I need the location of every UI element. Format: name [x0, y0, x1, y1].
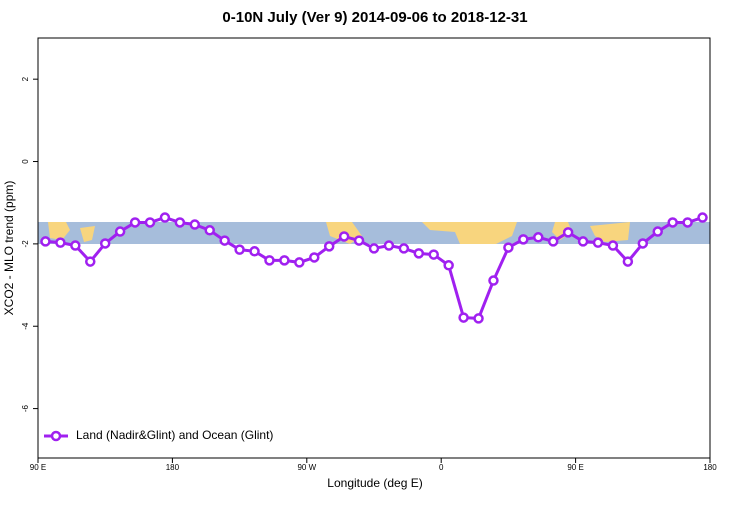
data-point	[607, 240, 619, 251]
data-point	[129, 217, 141, 228]
data-point	[249, 246, 260, 257]
data-point	[592, 237, 604, 248]
data-point	[547, 236, 559, 247]
data-point	[189, 219, 201, 230]
data-point	[264, 255, 275, 266]
data-point	[562, 227, 574, 238]
data-point	[159, 212, 171, 223]
x-tick-label: 90 W	[297, 463, 316, 472]
x-tick-label: 90 E	[30, 463, 46, 472]
data-point	[383, 240, 395, 251]
data-point	[533, 232, 544, 243]
data-point	[443, 260, 454, 271]
land	[80, 226, 95, 242]
y-tick-label: 0	[21, 159, 30, 164]
data-point	[174, 217, 186, 228]
data-point	[309, 252, 320, 263]
legend-marker	[50, 430, 62, 442]
y-axis-label: XCO2 - MLO trend (ppm)	[2, 181, 16, 316]
data-point	[637, 238, 649, 249]
x-tick-label: 180	[166, 463, 180, 472]
data-point	[323, 241, 335, 252]
data-point	[204, 225, 215, 236]
data-point	[338, 231, 350, 242]
data-point	[70, 240, 81, 251]
y-tick-label: 2	[21, 76, 30, 81]
land	[590, 222, 630, 242]
data-point	[697, 212, 708, 223]
data-point	[652, 226, 663, 237]
data-point	[413, 248, 425, 259]
data-point	[518, 234, 529, 245]
data-point	[458, 312, 469, 323]
data-point	[99, 238, 111, 249]
data-point	[682, 217, 693, 228]
data-point	[279, 255, 290, 266]
data-point	[473, 313, 484, 324]
y-tick-label: -2	[21, 240, 30, 248]
data-point	[55, 237, 66, 248]
data-point	[85, 256, 96, 267]
data-point	[40, 236, 51, 247]
x-tick-label: 0	[439, 463, 444, 472]
data-point	[577, 236, 589, 247]
land	[552, 222, 572, 240]
x-axis-label: Longitude (deg E)	[327, 476, 422, 490]
data-point	[114, 226, 126, 237]
land	[422, 222, 517, 244]
x-tick-label: 180	[703, 463, 717, 472]
data-point	[622, 256, 634, 267]
chart-title: 0-10N July (Ver 9) 2014-09-06 to 2018-12…	[222, 9, 527, 26]
x-tick-label: 90 E	[567, 463, 583, 472]
data-point	[488, 275, 499, 286]
data-point	[234, 244, 245, 255]
data-point	[353, 235, 365, 246]
data-point	[667, 217, 678, 228]
data-point	[144, 217, 156, 228]
data-point	[294, 257, 305, 268]
data-point	[368, 243, 380, 254]
data-point	[503, 242, 514, 253]
y-tick-label: -4	[21, 322, 30, 330]
plot-frame	[37, 37, 711, 459]
data-point	[219, 235, 230, 246]
land	[48, 222, 70, 240]
data-point	[428, 249, 439, 260]
data-point	[398, 243, 410, 254]
legend-label: Land (Nadir&Glint) and Ocean (Glint)	[76, 428, 273, 442]
y-tick-label: -6	[21, 404, 30, 412]
legend-item: Land (Nadir&Glint) and Ocean (Glint)	[44, 428, 273, 442]
